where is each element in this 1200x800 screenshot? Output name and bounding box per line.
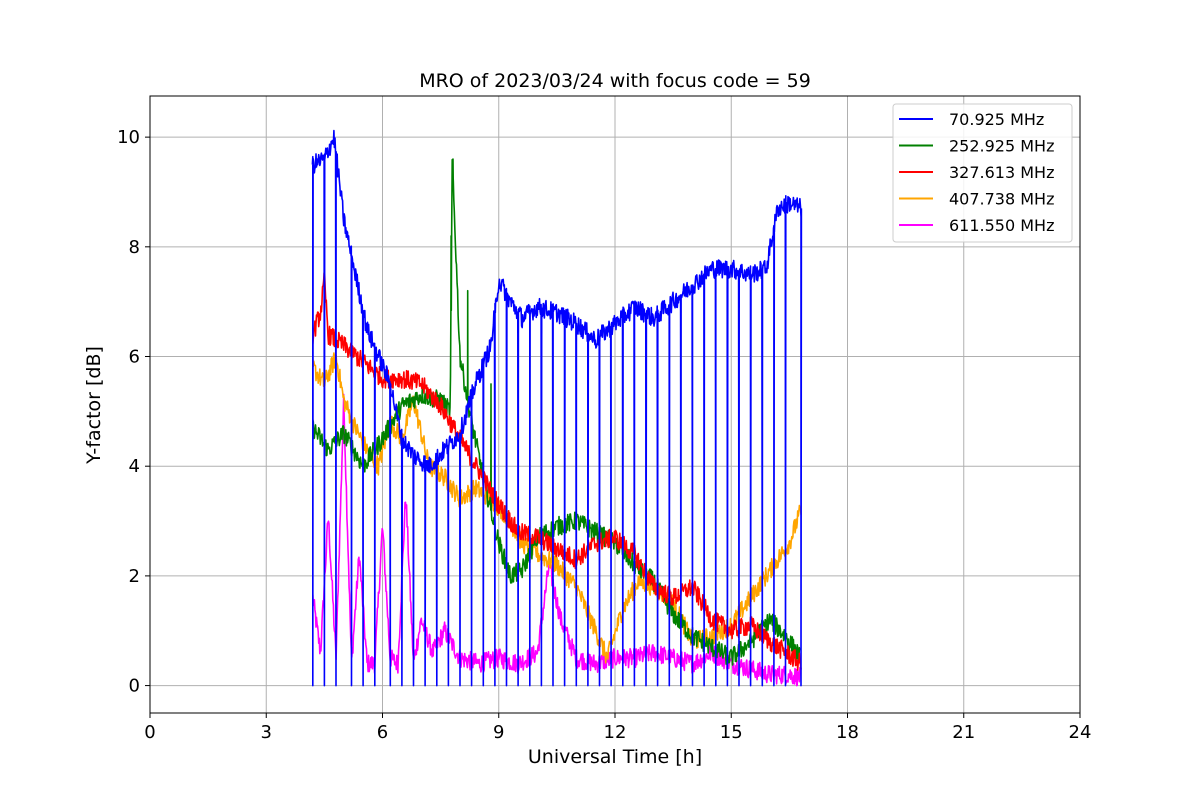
y-axis: 0 2 4 6 8 10: [117, 127, 150, 697]
y-axis-label: Y-factor [dB]: [83, 346, 105, 465]
y-tick-label: 6: [129, 347, 140, 368]
x-tick-label: 18: [836, 722, 859, 743]
x-tick-label: 24: [1069, 722, 1092, 743]
x-tick-label: 0: [144, 722, 155, 743]
x-tick-label: 15: [720, 722, 743, 743]
x-axis-label: Universal Time [h]: [528, 746, 702, 768]
series-line-0: [311, 129, 803, 687]
y-tick-label: 2: [129, 566, 140, 587]
x-tick-label: 3: [261, 722, 272, 743]
y-tick-label: 0: [129, 676, 140, 697]
y-tick-label: 4: [129, 456, 140, 477]
x-axis: 0 3 6 9 12 15 18 21 24: [144, 713, 1091, 743]
legend-label: 327.613 MHz: [949, 163, 1054, 182]
series-line-2: [312, 272, 802, 671]
x-tick-label: 9: [493, 722, 504, 743]
legend-label: 70.925 MHz: [949, 110, 1044, 129]
x-tick-label: 12: [604, 722, 627, 743]
chart-title: MRO of 2023/03/24 with focus code = 59: [419, 70, 811, 92]
legend-box: [892, 103, 1073, 243]
x-tick-label: 6: [377, 722, 388, 743]
series-layer: [311, 129, 803, 687]
x-tick-label: 21: [952, 722, 975, 743]
legend-label: 252.925 MHz: [949, 137, 1054, 156]
legend: 70.925 MHz 252.925 MHz 327.613 MHz 407.738 …: [892, 103, 1073, 243]
legend-label: 407.738 MHz: [949, 190, 1054, 209]
y-tick-label: 10: [117, 127, 140, 148]
legend-label: 611.550 MHz: [949, 216, 1054, 235]
series-line-3: [312, 352, 802, 664]
y-tick-label: 8: [129, 237, 140, 258]
